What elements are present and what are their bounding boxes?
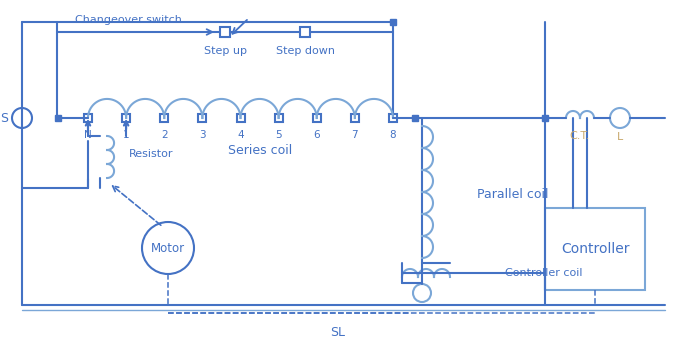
Bar — [55, 115, 61, 121]
Bar — [160, 114, 169, 122]
Bar — [275, 114, 282, 122]
Bar — [389, 114, 397, 122]
Text: N: N — [84, 130, 92, 140]
Text: Controller coil: Controller coil — [505, 268, 582, 278]
Text: Series coil: Series coil — [228, 144, 292, 157]
Text: Step down: Step down — [276, 46, 334, 56]
Text: Resistor: Resistor — [129, 149, 173, 159]
Text: Changeover switch: Changeover switch — [75, 15, 182, 25]
Bar — [236, 114, 244, 122]
Bar — [198, 114, 206, 122]
Bar — [313, 114, 321, 122]
Bar — [542, 115, 548, 121]
Bar — [300, 27, 310, 37]
Text: S: S — [0, 111, 8, 125]
Text: 3: 3 — [199, 130, 206, 140]
Bar — [84, 114, 92, 122]
Text: Step up: Step up — [204, 46, 246, 56]
Bar — [220, 27, 230, 37]
Text: 2: 2 — [161, 130, 168, 140]
Text: 4: 4 — [237, 130, 244, 140]
Text: Parallel coil: Parallel coil — [477, 189, 548, 202]
Bar — [545, 208, 645, 290]
Bar — [122, 114, 130, 122]
Text: 1: 1 — [123, 130, 129, 140]
Bar — [351, 114, 359, 122]
Text: 7: 7 — [351, 130, 358, 140]
Text: L: L — [617, 132, 623, 142]
Text: Controller: Controller — [561, 242, 629, 256]
Text: C.T.: C.T. — [570, 131, 590, 141]
Text: SL: SL — [330, 326, 345, 339]
Text: Motor: Motor — [151, 241, 185, 254]
Text: 8: 8 — [390, 130, 396, 140]
Bar — [390, 19, 396, 25]
Text: 5: 5 — [276, 130, 282, 140]
Bar — [412, 115, 418, 121]
Text: 6: 6 — [313, 130, 320, 140]
